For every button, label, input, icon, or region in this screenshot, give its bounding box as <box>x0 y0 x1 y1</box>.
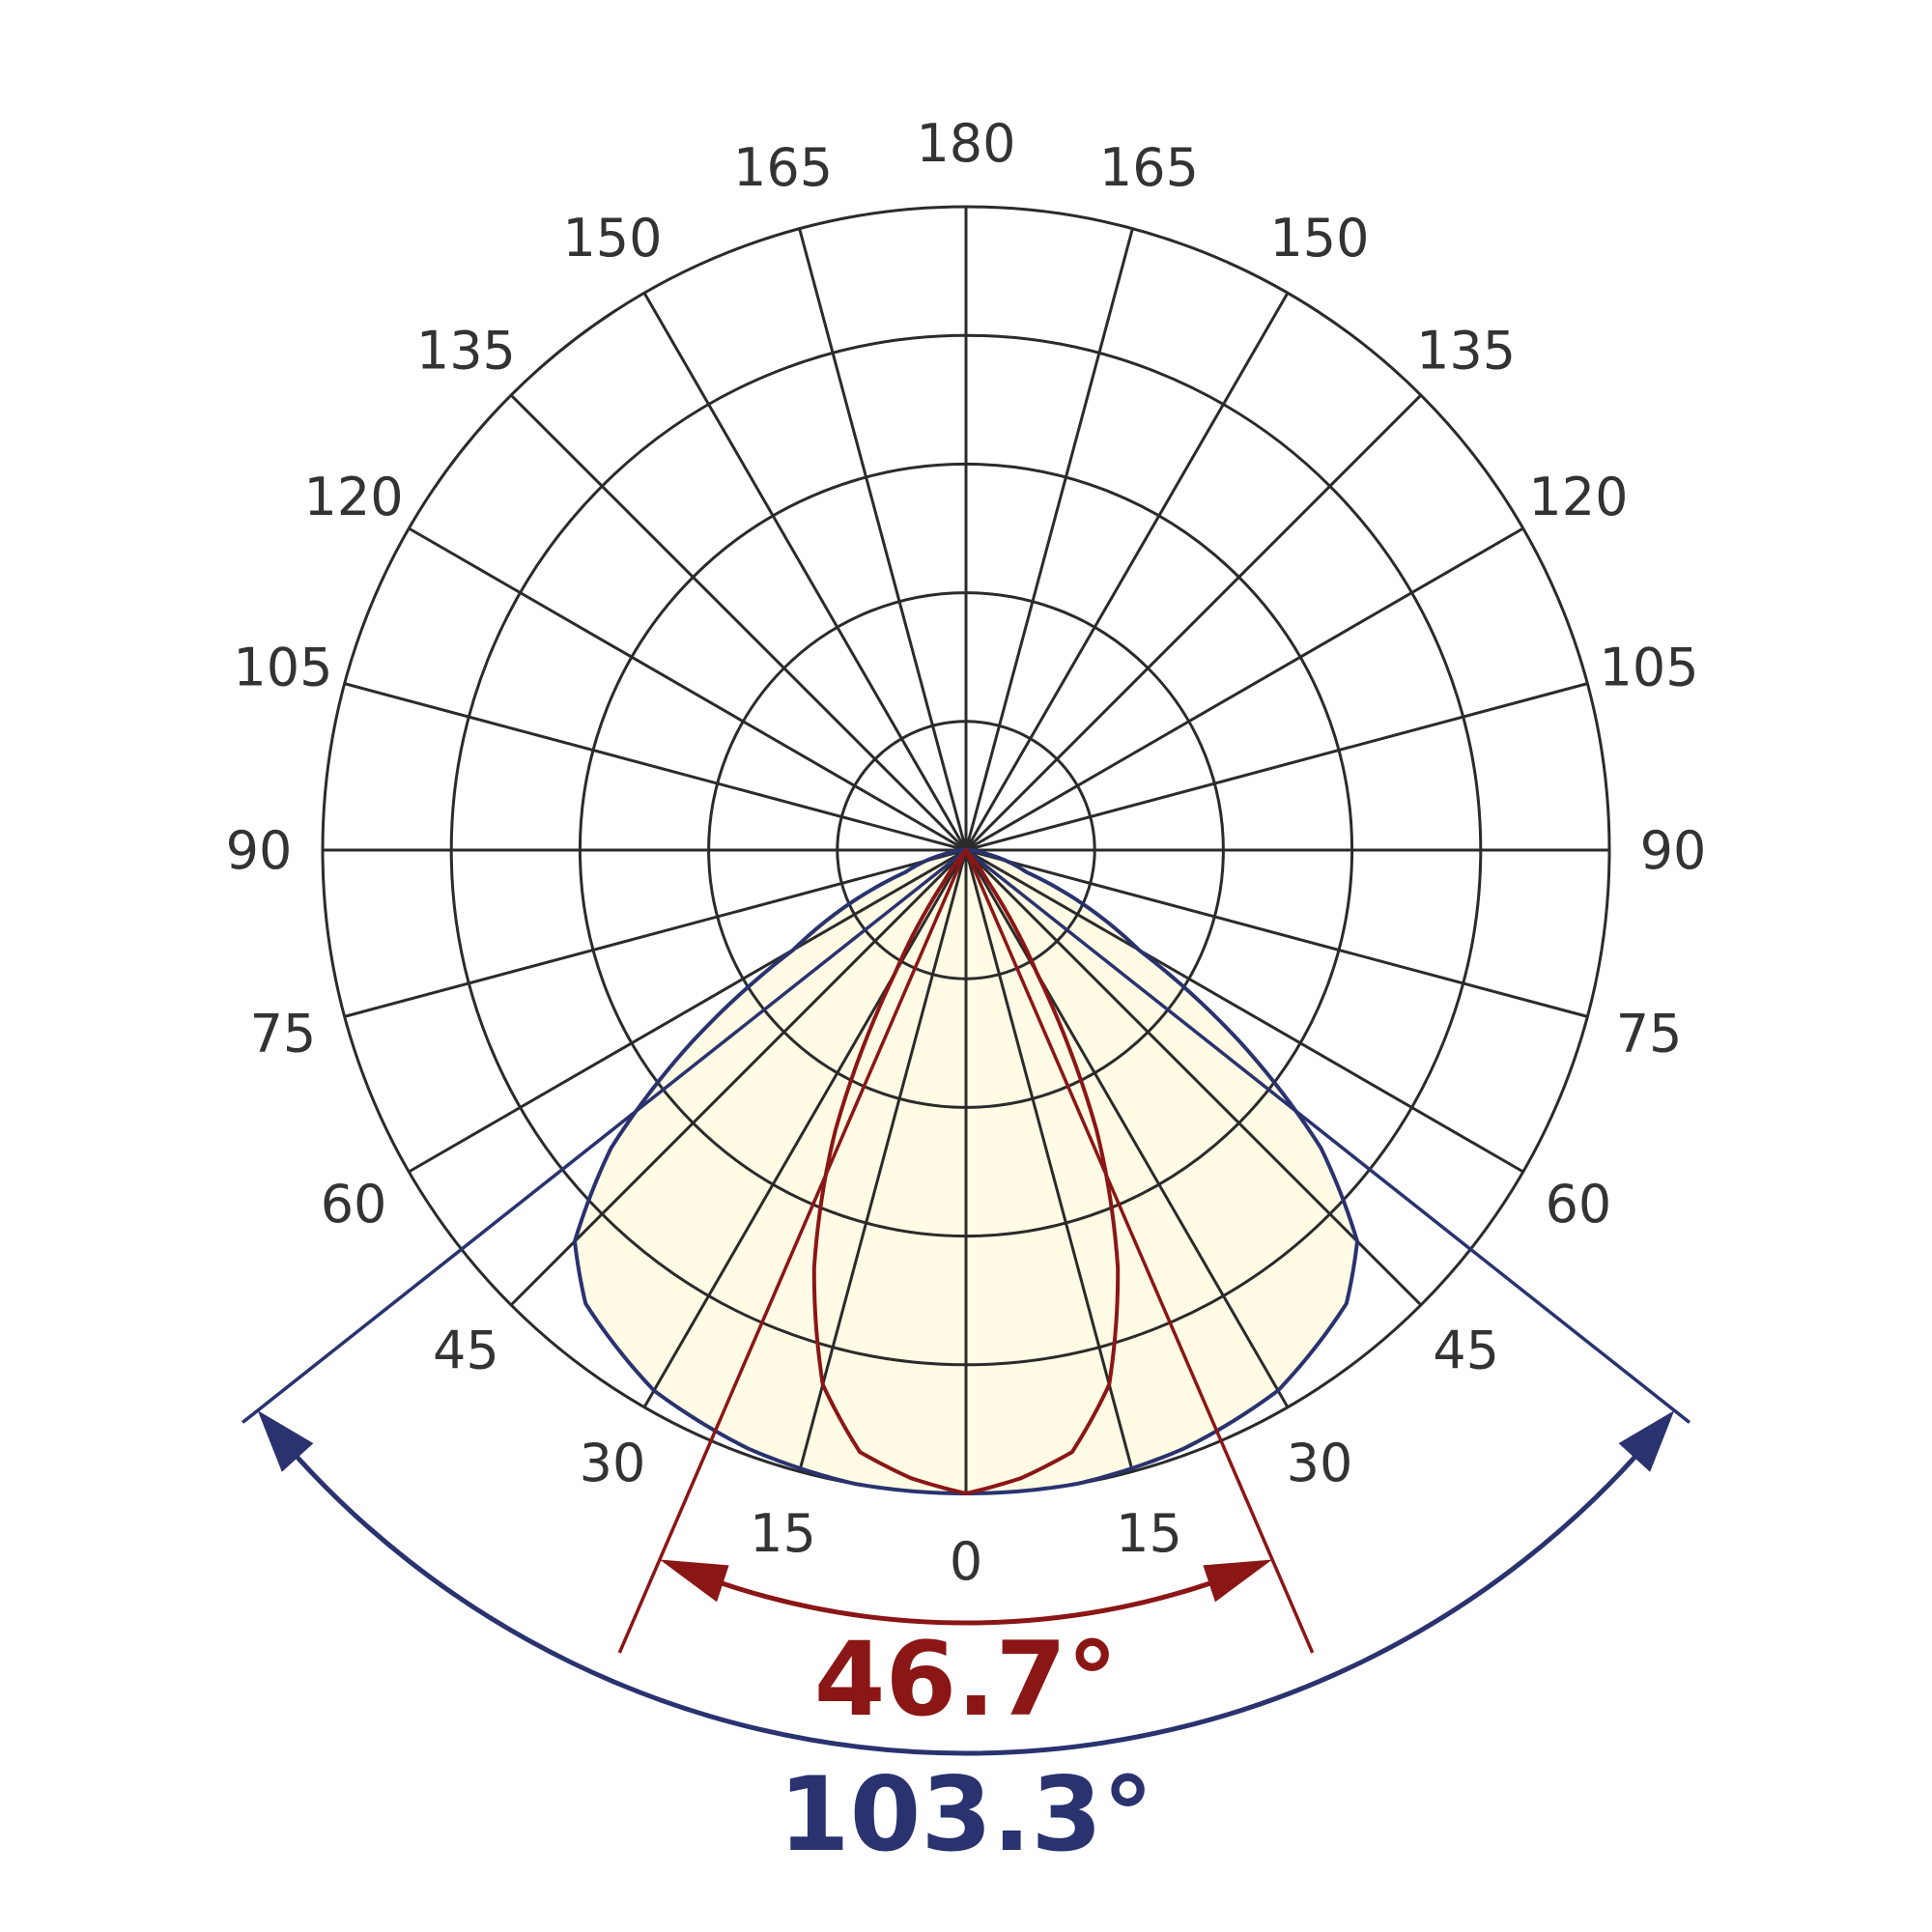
angle-label: 165 <box>1099 137 1199 198</box>
angle-label: 0 <box>950 1531 982 1592</box>
angle-label: 165 <box>733 137 833 198</box>
angle-labels: 1651501351201059075604530151651501351201… <box>226 113 1707 1592</box>
angle-label: 60 <box>1546 1174 1612 1235</box>
angle-label: 105 <box>1600 638 1699 698</box>
wide-beam-arc <box>277 1435 1655 1756</box>
narrow-distribution-curve <box>811 846 1121 1496</box>
angle-label: 135 <box>416 320 516 381</box>
narrow-beam-angle-label: 46.7° <box>814 1620 1119 1739</box>
angle-label: 135 <box>1416 320 1516 381</box>
wide-beam-arrowhead-left <box>257 1410 314 1472</box>
angle-label: 105 <box>233 638 332 698</box>
angle-label: 15 <box>1116 1503 1182 1564</box>
angle-label: 75 <box>250 1003 317 1064</box>
narrow-beam-ray-right <box>964 849 1315 1654</box>
narrow-beam-arrowhead-left <box>659 1559 729 1603</box>
angle-label: 180 <box>916 113 1015 174</box>
angle-label: 120 <box>1528 467 1628 527</box>
angle-label: 75 <box>1616 1003 1683 1064</box>
narrow-beam-ray-left <box>617 849 968 1654</box>
angle-label: 45 <box>1433 1321 1499 1381</box>
angle-label: 15 <box>750 1503 816 1564</box>
wide-beam-arrowhead-right <box>1618 1410 1675 1472</box>
angle-label: 30 <box>580 1433 646 1493</box>
wide-beam-angle-label: 103.3° <box>779 1755 1153 1874</box>
angle-label: 90 <box>226 820 293 881</box>
wide-beam-ray-right <box>964 848 1691 1424</box>
narrow-beam-arrowhead-right <box>1203 1559 1273 1603</box>
angle-label: 90 <box>1640 820 1707 881</box>
angle-label: 150 <box>562 208 662 269</box>
narrow-beam-arc <box>693 1571 1239 1626</box>
angle-label: 120 <box>304 467 404 527</box>
wide-beam-ray-left <box>241 848 968 1424</box>
angle-label: 60 <box>321 1174 387 1235</box>
wide-beam-group: 103.3° <box>241 847 1691 1874</box>
narrow-beam-group: 46.7° <box>617 846 1315 1739</box>
angle-label: 30 <box>1287 1433 1353 1493</box>
angle-label: 45 <box>433 1321 499 1381</box>
angle-label: 150 <box>1269 208 1369 269</box>
